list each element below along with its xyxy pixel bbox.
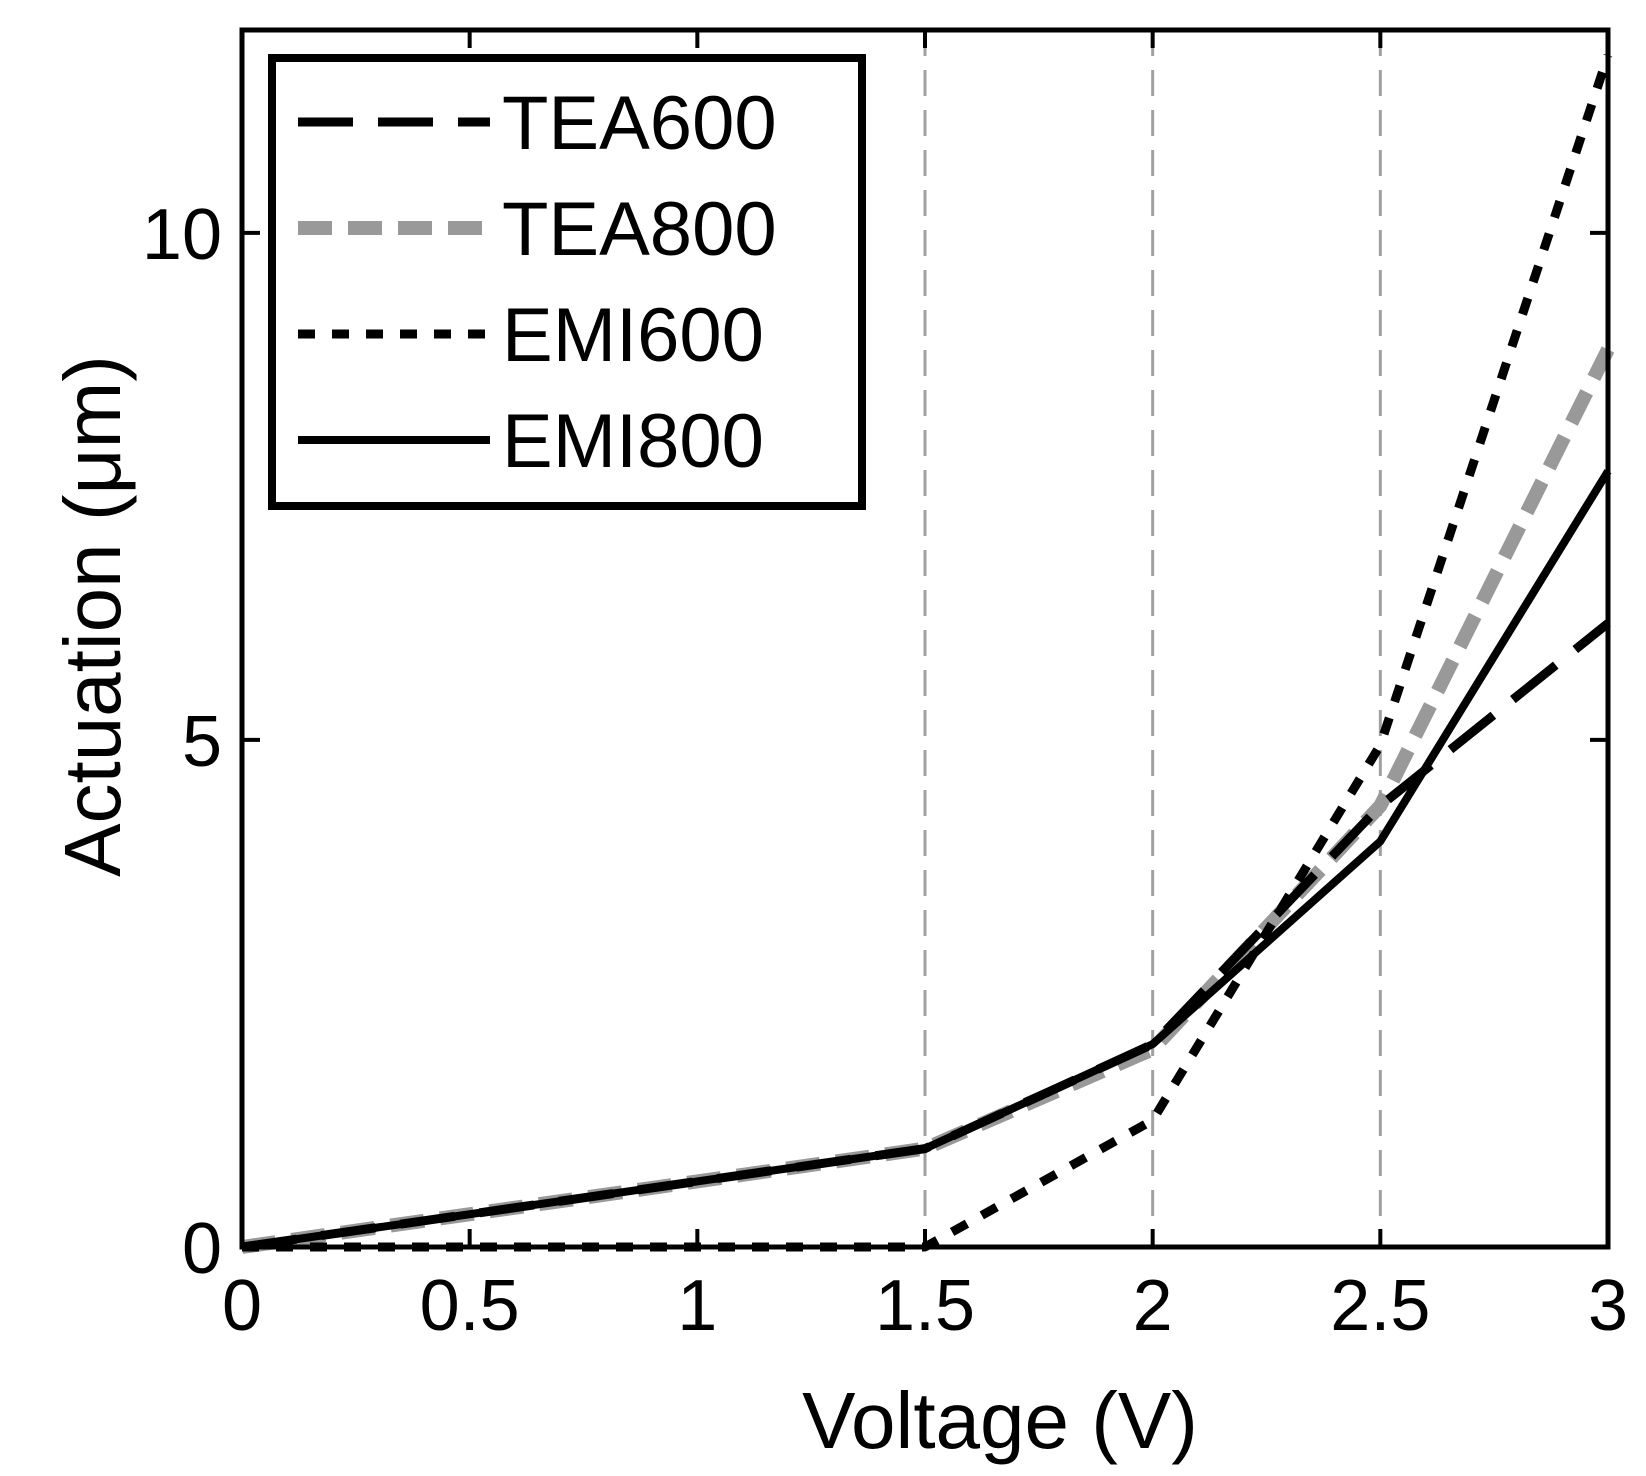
legend: TEA600 TEA800 EMI600 EMI800 bbox=[268, 54, 866, 510]
x-tick-label: 1.5 bbox=[875, 1266, 975, 1346]
y-axis-title: Actuation (μm) bbox=[48, 355, 137, 877]
x-tick-label: 2.5 bbox=[1330, 1266, 1430, 1346]
legend-label-emi800: EMI800 bbox=[502, 399, 764, 484]
legend-box bbox=[268, 54, 866, 510]
series-line-tea600 bbox=[241, 619, 1611, 1252]
x-tick-label: 2 bbox=[1133, 1266, 1173, 1346]
x-tick-label: 3 bbox=[1588, 1266, 1628, 1346]
tick-labels: 0 0.5 1 1.5 2 2.5 3 0 5 10 bbox=[142, 195, 1628, 1346]
y-tick-label: 5 bbox=[182, 702, 222, 782]
legend-label-tea600: TEA600 bbox=[502, 81, 777, 166]
y-tick-label: 0 bbox=[182, 1209, 222, 1289]
series-line-emi800 bbox=[241, 469, 1612, 1251]
axes bbox=[239, 27, 1611, 1250]
y-tick-label: 10 bbox=[142, 195, 222, 275]
legend-label-tea800: TEA800 bbox=[502, 187, 777, 272]
x-tick-label: 0.5 bbox=[420, 1266, 520, 1346]
legend-label-emi600: EMI600 bbox=[502, 293, 764, 378]
x-tick-label: 1 bbox=[677, 1266, 717, 1346]
x-axis-title: Voltage (V) bbox=[802, 1376, 1198, 1465]
x-tick-label: 0 bbox=[222, 1266, 262, 1346]
